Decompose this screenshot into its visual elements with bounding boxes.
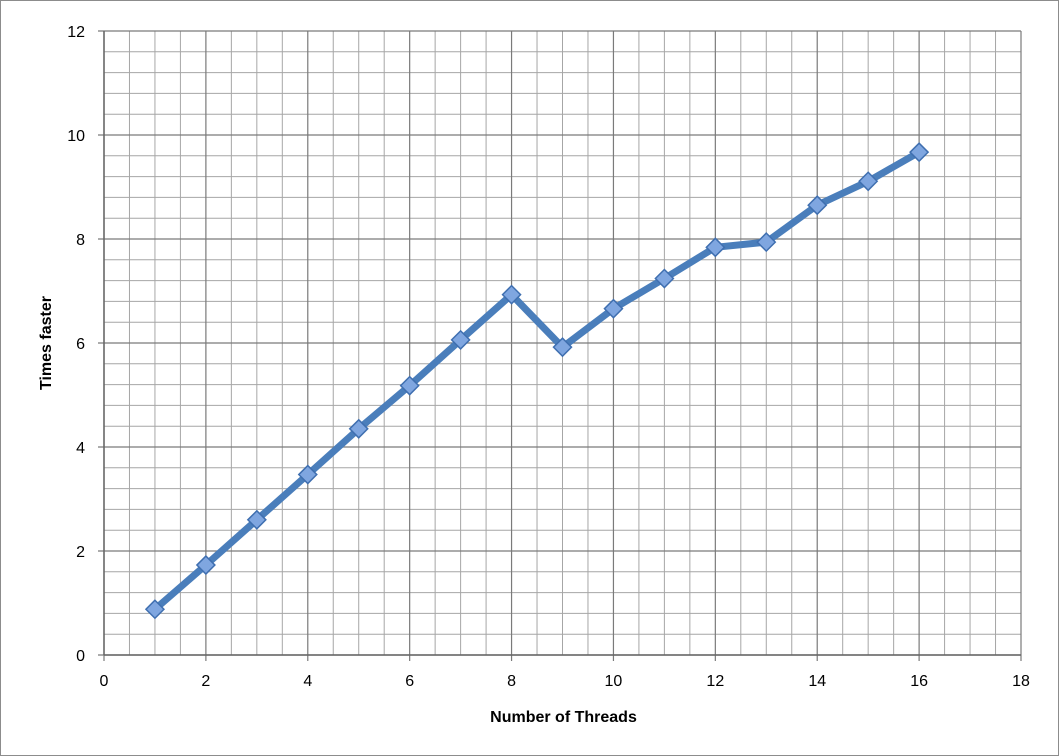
- series-line: [151, 148, 923, 613]
- x-tick-label: 4: [303, 673, 312, 690]
- data-point-marker: [654, 268, 675, 289]
- x-tick-labels: 0 2 4 6 8 10 12 14 16 18: [100, 673, 1030, 690]
- series-group: [144, 142, 930, 620]
- y-tick-label: 0: [76, 648, 85, 665]
- data-point-marker: [195, 554, 216, 576]
- x-tick-label: 12: [706, 673, 724, 690]
- data-point-marker: [246, 509, 267, 530]
- x-tick-label: 0: [100, 673, 109, 690]
- y-tick-label: 8: [76, 232, 85, 249]
- data-point-marker: [705, 237, 726, 258]
- y-tick-label: 6: [76, 336, 85, 353]
- data-point-marker: [144, 599, 166, 620]
- x-tick-label: 10: [605, 673, 623, 690]
- data-point-marker: [807, 195, 828, 216]
- data-point-marker: [858, 171, 879, 192]
- x-tick-label: 16: [910, 673, 928, 690]
- y-axis-title: Times faster: [38, 296, 55, 390]
- data-point-marker: [348, 418, 369, 439]
- x-tick-label: 18: [1012, 673, 1030, 690]
- data-point-marker: [552, 337, 573, 358]
- y-tick-label: 12: [67, 24, 85, 41]
- x-axis-title: Number of Threads: [490, 709, 637, 726]
- x-tick-label: 14: [808, 673, 826, 690]
- y-tick-label: 10: [67, 128, 85, 145]
- data-point-marker: [603, 298, 624, 319]
- x-tick-label: 6: [405, 673, 414, 690]
- y-tick-label: 4: [76, 440, 85, 457]
- data-point-marker: [399, 375, 420, 396]
- x-tick-label: 2: [201, 673, 210, 690]
- y-tick-labels: 0 2 4 6 8 10 12: [67, 24, 85, 665]
- data-point-marker: [501, 284, 522, 305]
- data-point-marker: [297, 464, 318, 485]
- axes: [103, 31, 1021, 656]
- data-point-marker: [756, 232, 777, 253]
- data-point-marker: [450, 329, 471, 350]
- data-point-marker: [909, 142, 930, 163]
- y-tick-label: 2: [76, 544, 85, 561]
- x-tick-label: 8: [507, 673, 516, 690]
